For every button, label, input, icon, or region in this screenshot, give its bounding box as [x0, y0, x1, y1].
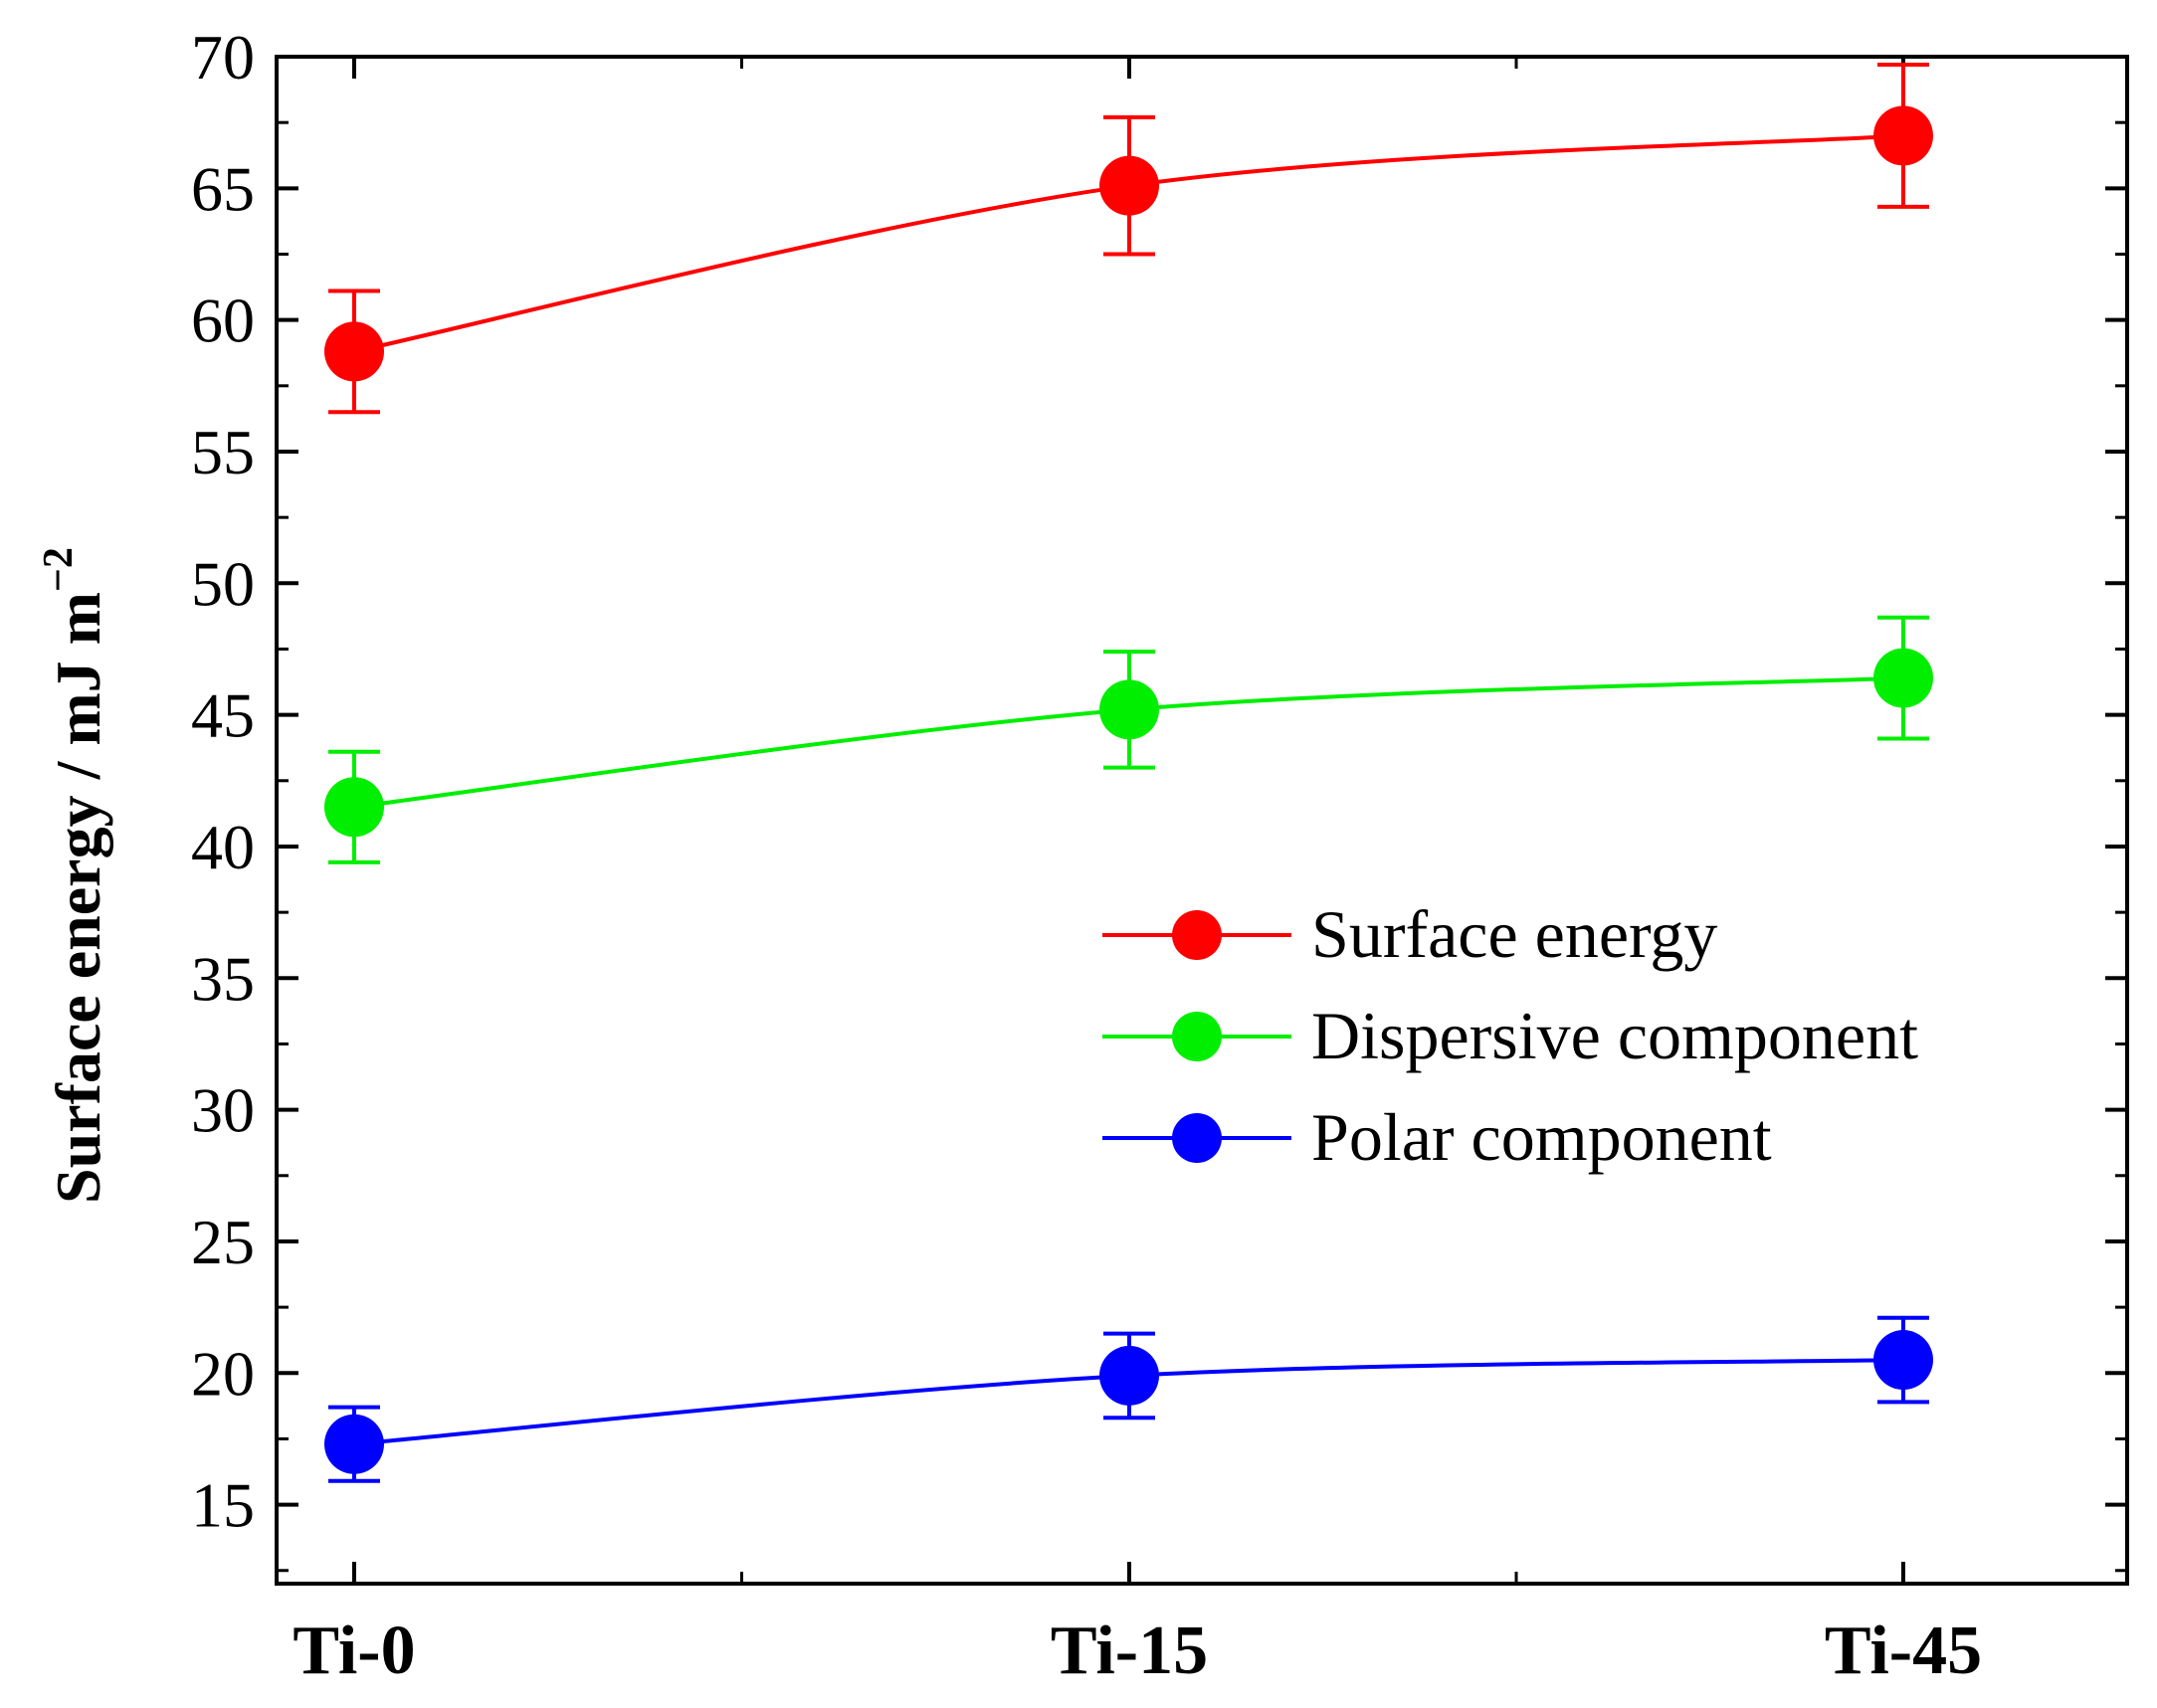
y-tick-label: 35 — [191, 943, 255, 1014]
y-tick-label: 20 — [191, 1338, 255, 1409]
legend-label: Surface energy — [1311, 896, 1717, 972]
y-tick-label: 45 — [191, 680, 255, 751]
y-tick-label: 40 — [191, 812, 255, 882]
y-tick-label: 60 — [191, 285, 255, 356]
series-layer — [324, 62, 1933, 1483]
data-point — [324, 777, 384, 838]
legend-label: Dispersive component — [1311, 998, 1918, 1073]
data-point — [1873, 648, 1933, 708]
data-point — [324, 1414, 384, 1474]
y-axis-title-superscript: −2 — [36, 547, 82, 592]
data-point — [324, 321, 384, 382]
legend: Surface energy Dispersive component Polar … — [1102, 896, 1918, 1175]
y-tick-label: 15 — [191, 1470, 255, 1541]
data-point — [1099, 155, 1159, 216]
y-tick-label: 50 — [191, 548, 255, 619]
y-tick-label: 55 — [191, 417, 255, 487]
plot-frame — [275, 55, 2129, 1586]
y-tick-label: 65 — [191, 153, 255, 224]
x-tick-label: Ti-15 — [1051, 1613, 1208, 1689]
x-tick-label: Ti-45 — [1825, 1613, 1982, 1689]
y-axis-title: Surface energy / mJ m−2 — [36, 547, 113, 1204]
y-axis-ticks: 15 20 25 30 35 40 45 50 55 60 65 70 — [191, 22, 2127, 1573]
data-point — [1873, 1330, 1933, 1391]
legend-marker — [1172, 1012, 1222, 1061]
y-tick-label: 25 — [191, 1207, 255, 1277]
y-tick-label: 70 — [191, 22, 255, 93]
y-axis-title-text: Surface energy / mJ m — [43, 592, 113, 1204]
legend-marker — [1172, 1113, 1222, 1163]
legend-marker — [1172, 910, 1222, 960]
x-axis-ticks: Ti-0 Ti-15 Ti-45 — [293, 57, 1982, 1689]
legend-label: Polar component — [1311, 1099, 1772, 1175]
data-point — [1099, 1345, 1159, 1406]
data-point — [1099, 679, 1159, 740]
y-tick-label: 30 — [191, 1075, 255, 1146]
x-tick-label: Ti-0 — [293, 1613, 415, 1689]
data-point — [1873, 105, 1933, 166]
